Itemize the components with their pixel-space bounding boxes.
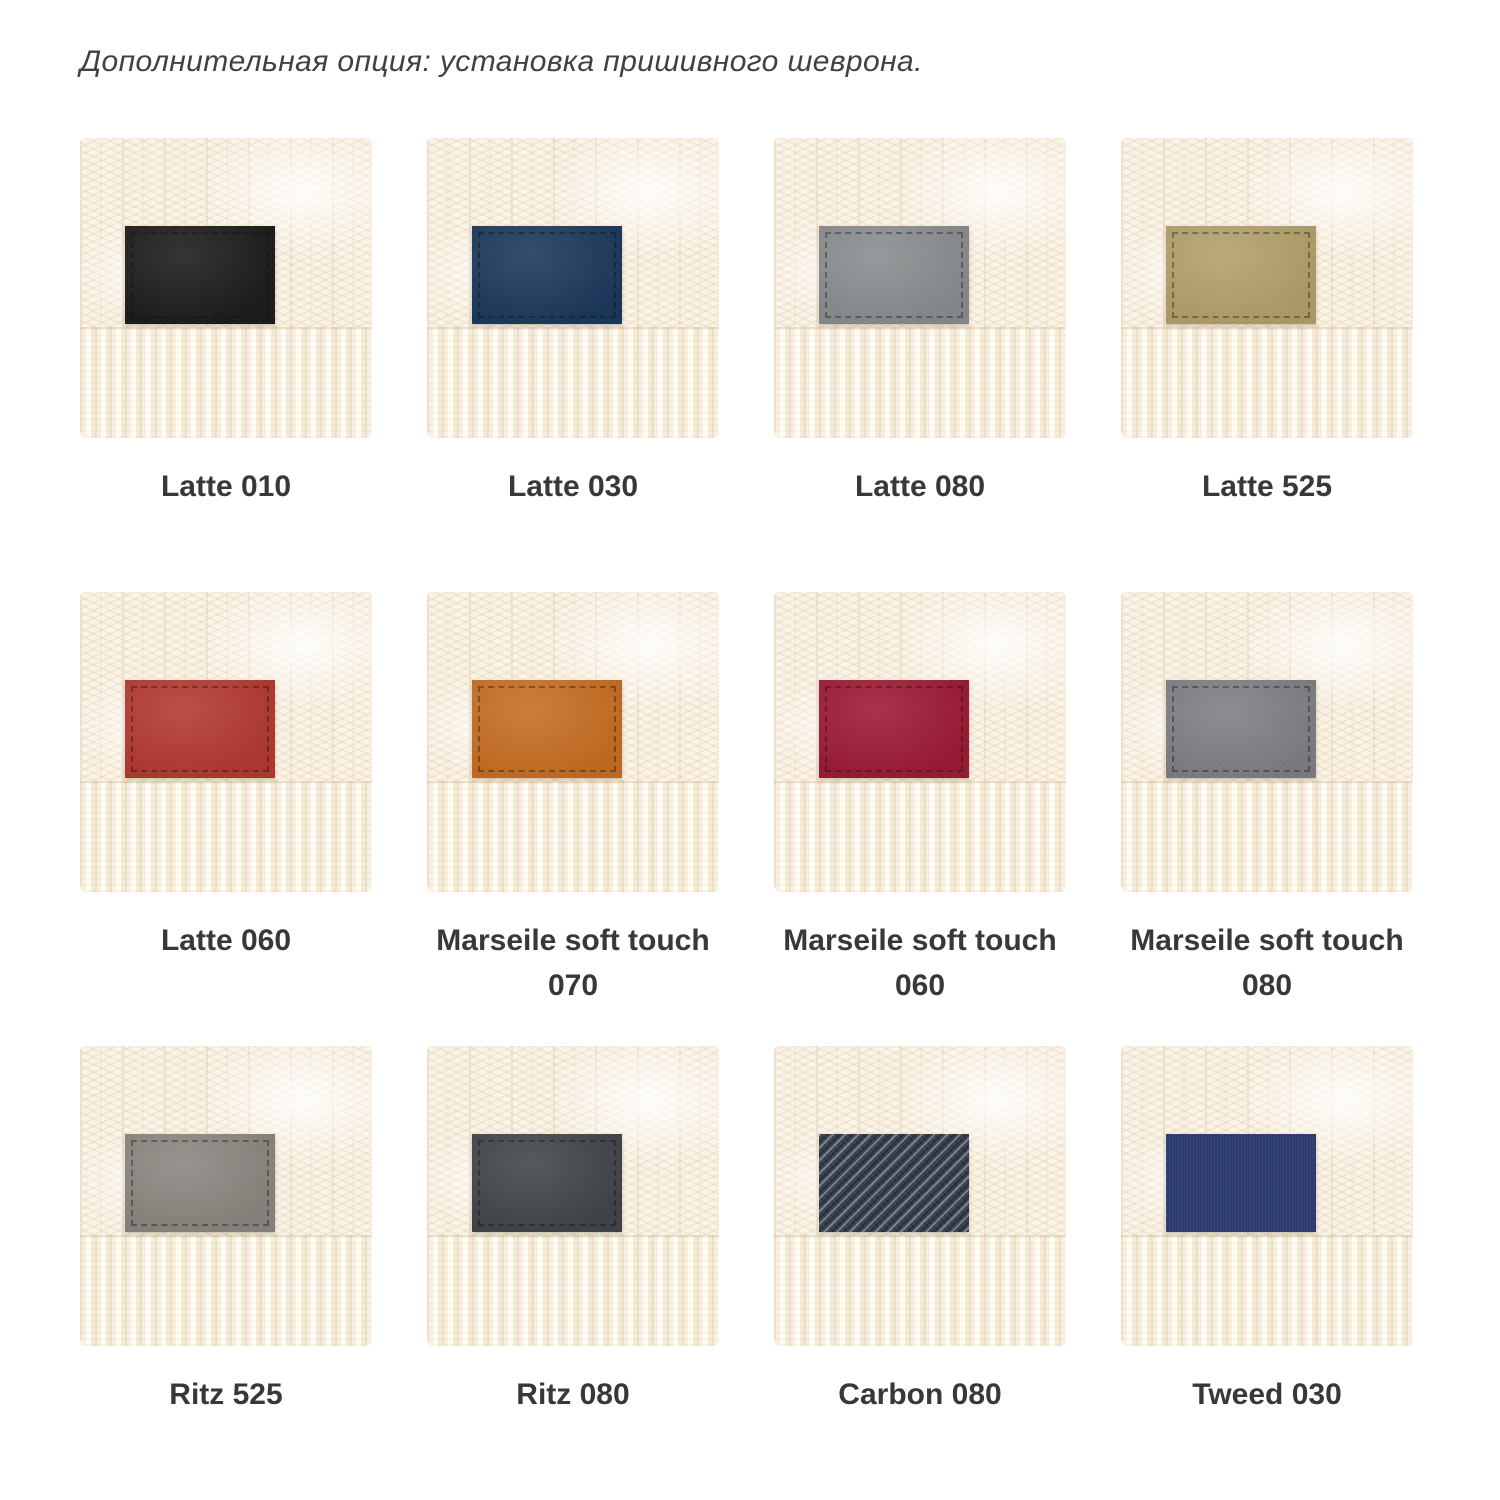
rib-knit-texture bbox=[80, 780, 372, 892]
blanket-swatch-photo bbox=[427, 1046, 719, 1346]
rib-knit-texture bbox=[80, 326, 372, 438]
swatch-label: Ritz 525 bbox=[169, 1378, 283, 1411]
swatch-tile: Marseile soft touch 070 bbox=[427, 592, 719, 1008]
swatch-label: Carbon 080 bbox=[838, 1378, 1002, 1411]
chevron-patch bbox=[471, 225, 623, 324]
swatch-tile: Ritz 525 bbox=[80, 1046, 372, 1462]
swatch-tile: Carbon 080 bbox=[774, 1046, 1066, 1462]
chevron-patch bbox=[1165, 1133, 1317, 1232]
chevron-patch bbox=[124, 1133, 276, 1232]
chevron-patch bbox=[124, 679, 276, 778]
chevron-patch bbox=[818, 1133, 970, 1232]
swatch-label: Latte 010 bbox=[160, 470, 292, 503]
swatch-label: Marseile soft touch 080 bbox=[1130, 924, 1404, 1002]
swatch-grid: Latte 010 Latte 030 Latte 080 Latte 525 bbox=[80, 138, 1500, 1462]
swatch-tile: Latte 525 bbox=[1121, 138, 1413, 554]
chevron-patch bbox=[471, 1133, 623, 1232]
swatch-label: Marseile soft touch 060 bbox=[783, 924, 1057, 1002]
rib-knit-texture bbox=[427, 780, 719, 892]
swatch-label: Tweed 030 bbox=[1192, 1378, 1342, 1411]
rib-knit-texture bbox=[774, 780, 1066, 892]
chevron-patch bbox=[1165, 225, 1317, 324]
rib-knit-texture bbox=[1121, 780, 1413, 892]
rib-knit-texture bbox=[1121, 326, 1413, 438]
chevron-patch bbox=[818, 225, 970, 324]
blanket-swatch-photo bbox=[80, 592, 372, 892]
rib-knit-texture bbox=[774, 326, 1066, 438]
blanket-swatch-photo bbox=[1121, 138, 1413, 438]
chevron-patch bbox=[124, 225, 276, 324]
swatch-tile: Marseile soft touch 060 bbox=[774, 592, 1066, 1008]
swatch-label: Latte 080 bbox=[854, 470, 986, 503]
blanket-swatch-photo bbox=[774, 1046, 1066, 1346]
chevron-patch bbox=[818, 679, 970, 778]
blanket-swatch-photo bbox=[427, 138, 719, 438]
rib-knit-texture bbox=[1121, 1234, 1413, 1346]
swatch-label: Latte 030 bbox=[507, 470, 639, 503]
blanket-swatch-photo bbox=[774, 138, 1066, 438]
swatch-tile: Marseile soft touch 080 bbox=[1121, 592, 1413, 1008]
page-title: Дополнительная опция: установка пришивно… bbox=[80, 45, 923, 78]
swatch-tile: Tweed 030 bbox=[1121, 1046, 1413, 1462]
rib-knit-texture bbox=[80, 1234, 372, 1346]
blanket-swatch-photo bbox=[774, 592, 1066, 892]
swatch-tile: Ritz 080 bbox=[427, 1046, 719, 1462]
swatch-tile: Latte 080 bbox=[774, 138, 1066, 554]
swatch-label: Ritz 080 bbox=[516, 1378, 630, 1411]
blanket-swatch-photo bbox=[1121, 1046, 1413, 1346]
rib-knit-texture bbox=[427, 326, 719, 438]
swatch-label: Marseile soft touch 070 bbox=[436, 924, 710, 1002]
rib-knit-texture bbox=[427, 1234, 719, 1346]
chevron-patch bbox=[1165, 679, 1317, 778]
swatch-label: Latte 060 bbox=[160, 924, 292, 957]
swatch-tile: Latte 010 bbox=[80, 138, 372, 554]
blanket-swatch-photo bbox=[80, 138, 372, 438]
blanket-swatch-photo bbox=[1121, 592, 1413, 892]
swatch-tile: Latte 030 bbox=[427, 138, 719, 554]
swatch-tile: Latte 060 bbox=[80, 592, 372, 1008]
blanket-swatch-photo bbox=[80, 1046, 372, 1346]
swatch-label: Latte 525 bbox=[1201, 470, 1333, 503]
blanket-swatch-photo bbox=[427, 592, 719, 892]
chevron-patch bbox=[471, 679, 623, 778]
rib-knit-texture bbox=[774, 1234, 1066, 1346]
